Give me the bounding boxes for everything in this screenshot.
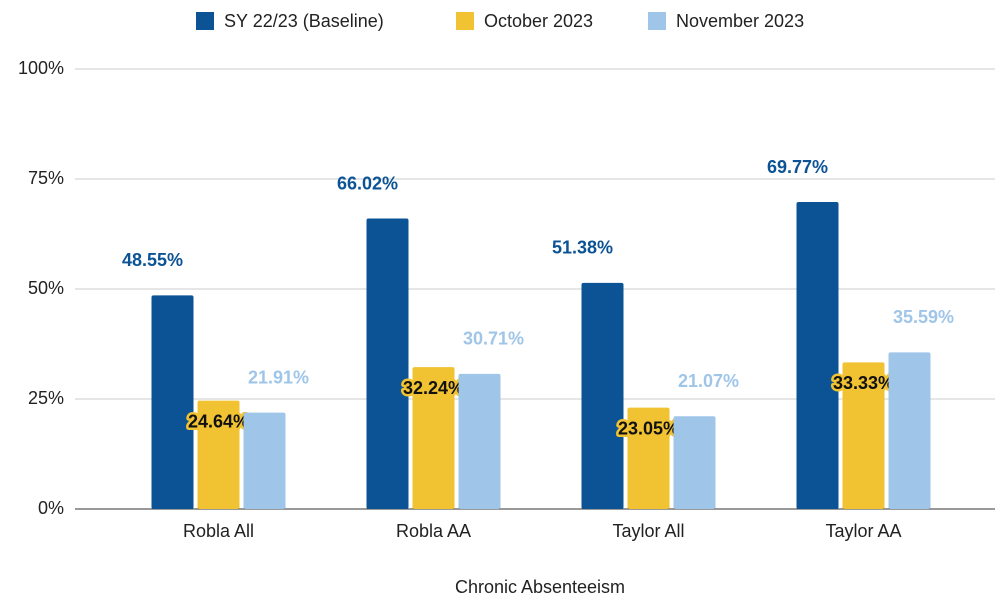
value-label: 21.91% [248,367,309,387]
bar [627,407,670,509]
legend-swatch [196,12,214,30]
x-tick-label: Robla AA [396,521,471,541]
value-label: 30.71% [463,329,524,349]
bar [197,400,240,509]
x-axis-title: Chronic Absenteeism [455,577,625,597]
value-label: 21.07% [678,371,739,391]
bar [842,362,885,509]
legend-swatch [648,12,666,30]
value-label: 69.77% [767,157,828,177]
y-tick-label: 0% [38,498,64,518]
bar [673,416,716,509]
y-tick-label: 25% [28,388,64,408]
value-label: 35.59% [893,307,954,327]
value-label: 51.38% [552,238,613,258]
legend-label: November 2023 [676,11,804,31]
x-tick-label: Taylor All [612,521,684,541]
bar [412,367,455,509]
bar [581,282,624,509]
bar [458,373,501,509]
bar [243,412,286,509]
legend-swatch [456,12,474,30]
x-tick-label: Taylor AA [825,521,901,541]
legend-label: SY 22/23 (Baseline) [224,11,384,31]
bar [366,218,409,509]
bar [796,202,839,509]
value-label: 33.33% [833,373,894,393]
y-tick-label: 75% [28,168,64,188]
legend-label: October 2023 [484,11,593,31]
y-tick-label: 50% [28,278,64,298]
bar [888,352,931,509]
value-label: 66.02% [337,173,398,193]
x-tick-label: Robla All [183,521,254,541]
bar [151,295,194,509]
value-label: 23.05% [618,418,679,438]
y-tick-label: 100% [18,58,64,78]
value-label: 48.55% [122,250,183,270]
value-label: 24.64% [188,411,249,431]
value-label: 32.24% [403,378,464,398]
